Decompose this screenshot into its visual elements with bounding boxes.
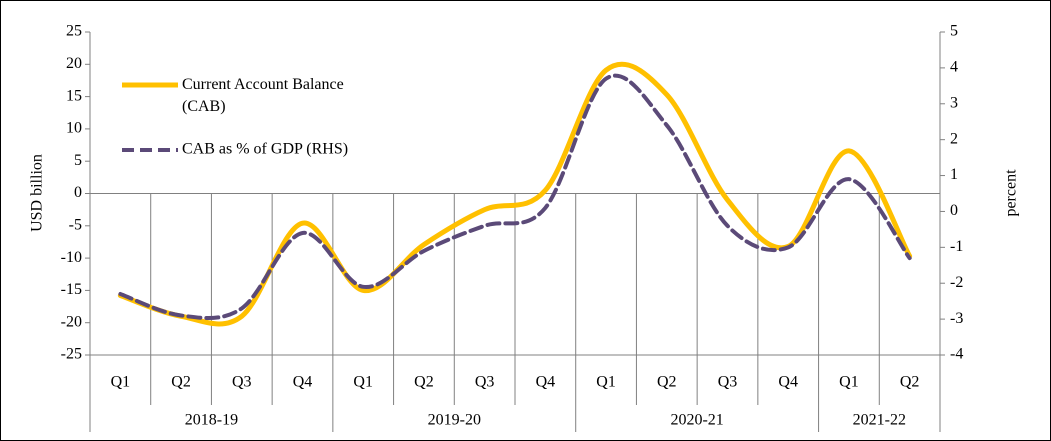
y-axis-label: USD billion <box>29 154 46 232</box>
legend-label: Current Account Balance (CAB) <box>182 76 344 115</box>
y2-tick-label: -1 <box>950 238 963 255</box>
y2-tick-label: 1 <box>950 166 958 183</box>
x-tick-label: Q3 <box>718 374 738 391</box>
legend-line: (CAB) <box>182 98 226 115</box>
x-tick-label: Q2 <box>171 374 191 391</box>
x-tick-label: Q2 <box>414 374 434 391</box>
x-tick-label: Q2 <box>657 374 677 391</box>
y2-tick-label: 0 <box>950 202 958 219</box>
y-tick-label: 0 <box>74 184 82 201</box>
y2-tick-label: -4 <box>950 346 963 363</box>
group-label: 2021-22 <box>853 412 906 429</box>
x-tick-label: Q4 <box>778 374 798 391</box>
x-tick-label: Q3 <box>232 374 252 391</box>
x-tick-label: Q1 <box>353 374 373 391</box>
y2-tick-label: -2 <box>950 274 963 291</box>
x-tick-label: Q1 <box>111 374 131 391</box>
legend-label: CAB as % of GDP (RHS) <box>182 141 348 158</box>
y2-tick-label: 2 <box>950 130 958 147</box>
y-tick-label: 20 <box>66 55 82 72</box>
y2-tick-label: -3 <box>950 310 963 327</box>
x-tick-label: Q4 <box>293 374 313 391</box>
legend-line: Current Account Balance <box>182 76 344 93</box>
y2-tick-label: 4 <box>950 59 958 76</box>
x-tick-label: Q3 <box>475 374 495 391</box>
x-tick-label: Q2 <box>900 374 920 391</box>
y-tick-label: 5 <box>74 152 82 169</box>
group-label: 2020-21 <box>670 412 723 429</box>
y-tick-label: -25 <box>61 346 82 363</box>
group-label: 2019-20 <box>428 412 481 429</box>
y-tick-label: -10 <box>61 249 82 266</box>
y2-tick-label: 3 <box>950 94 958 111</box>
group-label: 2018-19 <box>185 412 238 429</box>
y-tick-label: 10 <box>66 120 82 137</box>
y-tick-label: -20 <box>61 313 82 330</box>
x-tick-label: Q1 <box>596 374 616 391</box>
y2-tick-label: 5 <box>950 23 958 40</box>
y-tick-label: -5 <box>69 216 82 233</box>
x-tick-label: Q4 <box>536 374 556 391</box>
y-tick-label: 25 <box>66 23 82 40</box>
y2-axis-label: percent <box>1003 169 1020 217</box>
y-tick-label: -15 <box>61 281 82 298</box>
x-tick-label: Q1 <box>839 374 859 391</box>
series-line <box>118 73 912 321</box>
y-tick-label: 15 <box>66 87 82 104</box>
